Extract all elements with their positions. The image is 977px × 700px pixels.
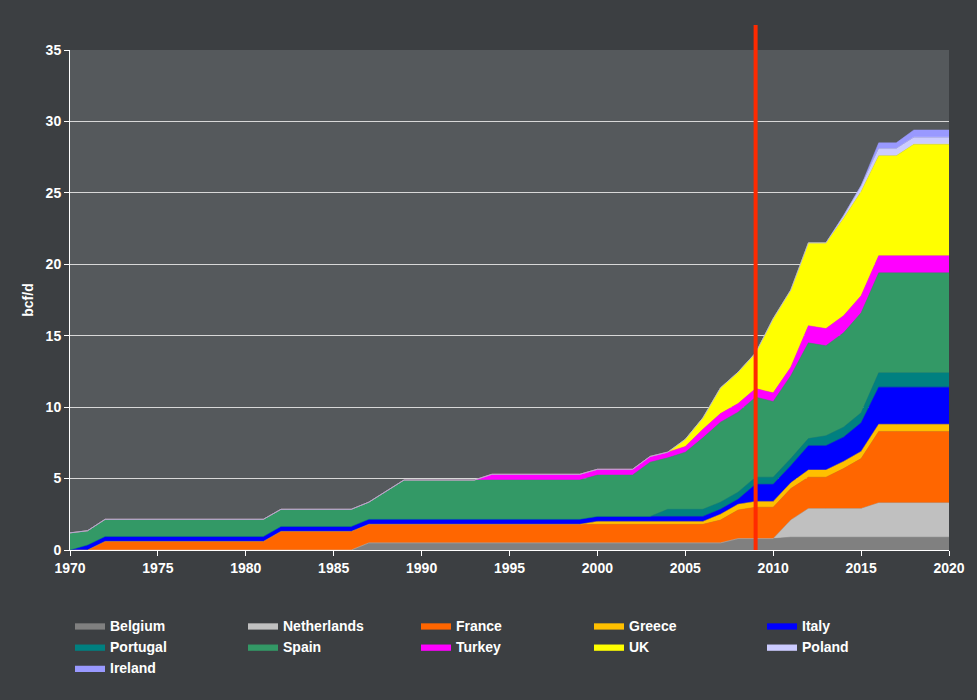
svg-text:2020: 2020 bbox=[933, 560, 964, 576]
svg-text:Italy: Italy bbox=[802, 618, 830, 634]
svg-text:France: France bbox=[456, 618, 502, 634]
svg-text:5: 5 bbox=[53, 470, 61, 486]
svg-text:35: 35 bbox=[46, 42, 62, 58]
svg-text:Turkey: Turkey bbox=[456, 639, 501, 655]
svg-text:Portugal: Portugal bbox=[110, 639, 167, 655]
svg-text:20: 20 bbox=[46, 256, 62, 272]
svg-text:10: 10 bbox=[46, 399, 62, 415]
svg-text:Spain: Spain bbox=[283, 639, 321, 655]
svg-text:2005: 2005 bbox=[670, 560, 701, 576]
svg-text:30: 30 bbox=[46, 113, 62, 129]
svg-text:2015: 2015 bbox=[846, 560, 877, 576]
svg-text:UK: UK bbox=[629, 639, 649, 655]
svg-text:25: 25 bbox=[46, 185, 62, 201]
svg-text:Belgium: Belgium bbox=[110, 618, 165, 634]
svg-text:0: 0 bbox=[53, 542, 61, 558]
svg-text:Ireland: Ireland bbox=[110, 660, 156, 676]
svg-text:15: 15 bbox=[46, 328, 62, 344]
svg-text:2000: 2000 bbox=[582, 560, 613, 576]
svg-text:Poland: Poland bbox=[802, 639, 849, 655]
svg-text:1980: 1980 bbox=[230, 560, 261, 576]
svg-text:2010: 2010 bbox=[758, 560, 789, 576]
svg-text:bcf/d: bcf/d bbox=[20, 283, 36, 316]
svg-text:1990: 1990 bbox=[406, 560, 437, 576]
svg-text:1975: 1975 bbox=[142, 560, 173, 576]
svg-text:1985: 1985 bbox=[318, 560, 349, 576]
svg-text:1970: 1970 bbox=[54, 560, 85, 576]
svg-text:Netherlands: Netherlands bbox=[283, 618, 364, 634]
svg-text:Greece: Greece bbox=[629, 618, 677, 634]
svg-text:1995: 1995 bbox=[494, 560, 525, 576]
